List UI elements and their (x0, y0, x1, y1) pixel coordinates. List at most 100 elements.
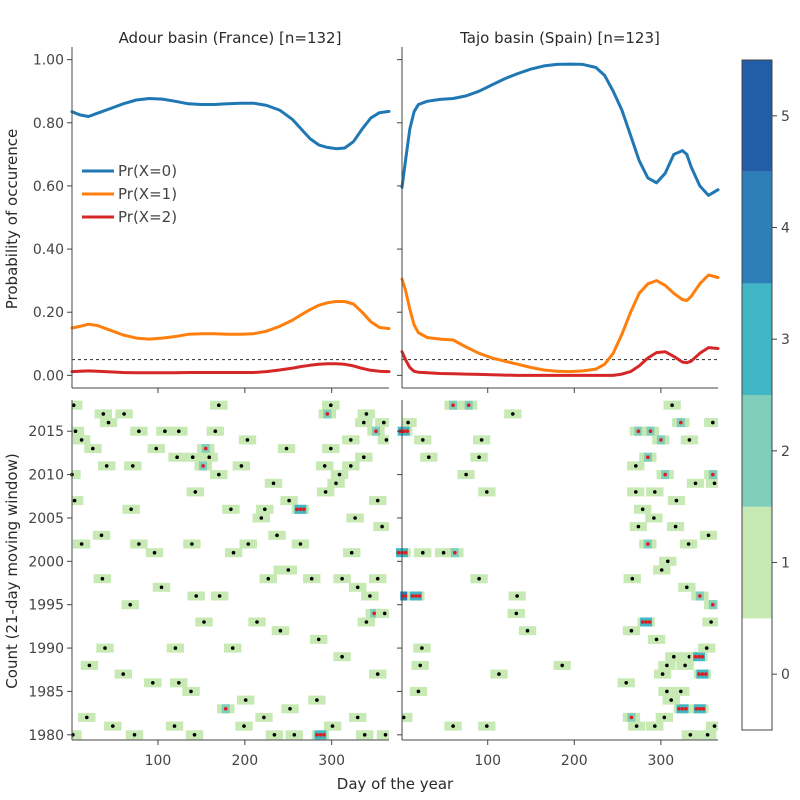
event-dot-adour (106, 420, 111, 425)
event-dot-red-tajo (646, 455, 650, 460)
colorbar-tick-label: 1 (781, 556, 790, 572)
event-dot-adour (128, 602, 132, 607)
event-dot-tajo (464, 472, 468, 477)
top-y-axis-label: Probability of occurence (3, 129, 21, 310)
x-tick-label-adour: 100 (145, 753, 172, 769)
event-dot-tajo (672, 654, 676, 659)
event-dot-tajo (704, 646, 709, 650)
event-dot-adour (315, 698, 319, 702)
heatmap-cell-tajo (705, 478, 718, 488)
event-dot-tajo (640, 507, 645, 512)
event-dot-adour (382, 611, 387, 616)
event-dot-tajo (659, 568, 664, 572)
event-dot-adour (122, 412, 126, 416)
event-dot-red-tajo (659, 438, 663, 442)
event-dot-adour (364, 620, 369, 624)
event-dot-adour (380, 524, 384, 529)
event-dot-red-tajo (663, 472, 667, 477)
line-p1-tajo (400, 273, 720, 374)
event-dot-red-tajo (700, 672, 705, 676)
event-dot-adour (271, 481, 276, 486)
event-dot-tajo (485, 724, 489, 728)
top-y-tick-label: 0.00 (33, 368, 64, 384)
event-dot-adour (337, 472, 342, 477)
event-dot-red-tajo (644, 620, 648, 624)
event-dot-adour (72, 498, 77, 503)
event-dot-adour (71, 403, 76, 408)
colorbar-segment (742, 171, 772, 284)
event-dot-adour (362, 455, 366, 460)
event-dot-red-tajo (646, 542, 650, 546)
heatmap-cell-adour (72, 400, 83, 410)
event-dot-red-adour (302, 507, 306, 512)
event-dot-adour (103, 646, 107, 650)
event-dot-tajo (686, 542, 691, 546)
event-dot-adour (202, 620, 206, 624)
event-dot-adour (316, 637, 321, 642)
event-dot-adour (104, 464, 109, 468)
line-p0-adour (70, 97, 391, 151)
heatmap-cell-adour (377, 435, 389, 445)
event-dot-red-tajo (693, 654, 698, 659)
event-dot-tajo (497, 672, 501, 676)
event-dot-tajo (418, 663, 423, 668)
top-y-tick-label: 0.20 (33, 305, 64, 321)
heatmap-cell-tajo (705, 721, 718, 731)
event-dot-tajo (477, 576, 481, 581)
event-dot-adour (239, 464, 244, 468)
colorbar-segment (742, 506, 772, 619)
event-dot-adour (189, 689, 193, 694)
event-dot-red-tajo (629, 715, 634, 720)
event-dot-red-tajo (417, 594, 422, 598)
event-dot-adour (177, 429, 181, 434)
event-dot-adour (121, 672, 125, 676)
bottom-y-axis-label: Count (21-day moving window) (3, 453, 21, 688)
event-dot-adour (217, 403, 221, 408)
event-dot-tajo (705, 733, 710, 737)
event-dot-adour (245, 438, 250, 442)
event-dot-tajo (636, 524, 641, 529)
event-dot-adour (383, 733, 388, 737)
event-dot-adour (384, 438, 389, 442)
event-dot-tajo (666, 559, 670, 564)
event-dot-adour (217, 472, 221, 477)
event-dot-adour (85, 715, 89, 720)
event-dot-adour (284, 446, 289, 451)
event-dot-adour (101, 412, 106, 416)
event-dot-red-tajo (401, 429, 406, 434)
event-dot-tajo (693, 481, 698, 486)
event-dot-adour (100, 576, 105, 581)
event-dot-adour (263, 507, 267, 512)
event-dot-adour (330, 724, 335, 728)
event-dot-tajo (406, 420, 410, 425)
event-dot-red-adour (298, 507, 303, 512)
event-dot-tajo (712, 724, 717, 728)
colorbar-tick-label: 3 (781, 332, 790, 348)
bottom-y-tick-label: 1980 (28, 728, 64, 744)
event-dot-adour (323, 490, 328, 494)
event-dot-adour (375, 576, 380, 581)
bottom-y-tick-label: 1985 (28, 684, 64, 700)
event-dot-adour (137, 542, 141, 546)
event-dot-adour (192, 733, 197, 737)
event-dot-adour (288, 707, 292, 711)
event-dot-tajo (669, 698, 673, 702)
colorbar-frame (741, 59, 773, 731)
top-y-tick-label: 1.00 (33, 53, 64, 69)
event-dot-red-adour (203, 446, 208, 451)
event-dot-adour (275, 533, 279, 538)
event-dot-tajo (653, 724, 657, 728)
top-y-tick-label: 0.80 (33, 116, 64, 132)
event-dot-red-tajo (403, 550, 408, 555)
colorbar-tick-label: 0 (781, 667, 790, 683)
event-dot-adour (163, 429, 167, 434)
event-dot-adour (152, 550, 157, 555)
heatmap-cell-adour (72, 730, 82, 740)
colorbar-segment (742, 395, 772, 507)
event-dot-adour (151, 681, 155, 685)
event-dot-tajo (514, 611, 519, 616)
event-dot-tajo (525, 628, 530, 633)
event-dot-tajo (634, 464, 638, 468)
event-dot-adour (159, 585, 164, 590)
